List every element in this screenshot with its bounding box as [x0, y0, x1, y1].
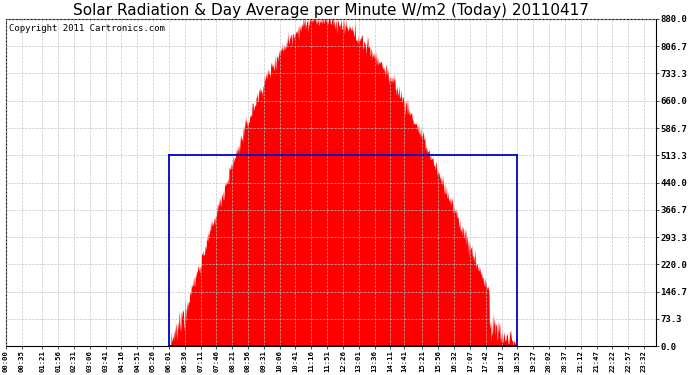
- Title: Solar Radiation & Day Average per Minute W/m2 (Today) 20110417: Solar Radiation & Day Average per Minute…: [73, 3, 589, 18]
- Text: Copyright 2011 Cartronics.com: Copyright 2011 Cartronics.com: [9, 24, 165, 33]
